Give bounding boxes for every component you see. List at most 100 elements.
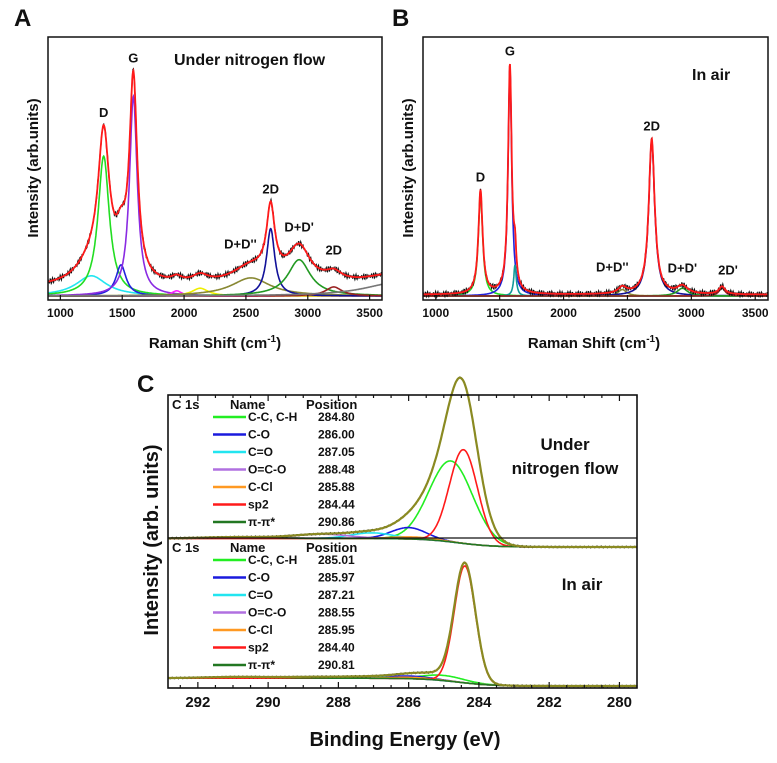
panel-a-chart: Under nitrogen flow Intensity (arb.units… (25, 36, 383, 352)
peak-label: D+D'' (224, 236, 257, 251)
x-tick-label: 1000 (47, 306, 74, 320)
x-tick-label: 282 (537, 694, 562, 711)
xlabel-main: Raman Shift (cm (149, 335, 267, 352)
legend-name: sp2 (248, 641, 269, 655)
x-tick-label: 1000 (422, 306, 449, 320)
legend-position: 290.81 (318, 658, 355, 672)
x-tick-label: 286 (396, 694, 421, 711)
legend-name: C-O (248, 571, 270, 585)
legend-name: sp2 (248, 498, 269, 512)
x-tick-label: 2000 (171, 306, 198, 320)
x-tick-label: 280 (607, 694, 632, 711)
peak-label: 2D (643, 119, 660, 134)
panel-b-title: In air (692, 67, 730, 84)
peak-label: D+D'' (596, 260, 629, 275)
panel-b-xlabel: Raman Shift (cm-1) (528, 334, 660, 352)
xlabel-sup: -1 (267, 334, 276, 345)
peak-label: G (128, 51, 138, 66)
legend-name: C-Cl (248, 480, 273, 494)
xlabel-end: ) (276, 335, 281, 352)
legend-header-name: Name (230, 540, 265, 555)
legend-position: 286.00 (318, 428, 355, 442)
xlabel-main: Raman Shift (cm (528, 335, 646, 352)
component-curve-3 (48, 93, 382, 297)
panel-b-ylabel: Intensity (arb.units) (400, 98, 417, 237)
panel-b-chart: In air Intensity (arb.units) Raman Shift… (400, 36, 769, 352)
panel-a-title: Under nitrogen flow (174, 52, 326, 69)
fit-curve (423, 63, 768, 296)
panel-a-ylabel: Intensity (arb.units) (25, 98, 42, 237)
legend-name: C=O (248, 588, 273, 602)
xlabel-end: ) (655, 335, 660, 352)
legend-name: C=O (248, 445, 273, 459)
x-tick-label: 290 (256, 694, 281, 711)
subplot-title: In air (562, 575, 603, 594)
legend-name: C-C, C-H (248, 553, 297, 567)
subplot-title: Under (540, 435, 590, 454)
component-curve-6 (423, 287, 768, 297)
legend-name: C-C, C-H (248, 410, 297, 424)
plot-frame (47, 36, 383, 301)
legend-name: C-O (248, 428, 270, 442)
peak-label: D+D' (668, 261, 697, 276)
legend-name: π-π* (248, 515, 275, 529)
legend-name: O=C-O (248, 606, 286, 620)
x-tick-label: 292 (185, 694, 210, 711)
panel-c-ylabel: Intensity (arb. units) (141, 444, 163, 635)
legend-position: 284.40 (318, 641, 355, 655)
x-tick-label: 3000 (294, 306, 321, 320)
x-tick-label: 2500 (614, 306, 641, 320)
component-curve-10 (48, 283, 383, 297)
legend-position: 285.01 (318, 553, 355, 567)
legend-header-name: Name (230, 397, 265, 412)
panel-c-chart: Intensity (arb. units) Binding Energy (e… (141, 376, 638, 751)
legend-title: C 1s (172, 540, 199, 555)
legend-position: 284.80 (318, 410, 355, 424)
peak-label: D (476, 170, 485, 185)
plot-frame (167, 394, 638, 689)
panel-letter-b: B (392, 5, 409, 32)
peak-label: 2D (262, 181, 279, 196)
legend-title: C 1s (172, 397, 199, 412)
peak-label: 2D' (718, 262, 738, 277)
legend-position: 285.88 (318, 480, 355, 494)
legend-name: O=C-O (248, 463, 286, 477)
x-tick-label: 284 (466, 694, 492, 711)
panel-c-xlabel: Binding Energy (eV) (309, 729, 500, 751)
legend-position: 290.86 (318, 515, 355, 529)
legend-header-position: Position (306, 540, 357, 555)
x-tick-label: 1500 (486, 306, 513, 320)
component-curve-7 (48, 227, 382, 297)
legend-position: 287.21 (318, 588, 355, 602)
x-tick-label: 3500 (356, 306, 383, 320)
peak-label: D+D' (284, 220, 313, 235)
plot-frame (422, 36, 769, 301)
fit-curve (47, 67, 382, 283)
legend-position: 285.95 (318, 623, 355, 637)
envelope-curve (168, 376, 637, 549)
x-tick-label: 1500 (109, 306, 136, 320)
peak-label: 2D (325, 243, 342, 258)
x-tick-label: 2000 (550, 306, 577, 320)
peak-label: D (99, 105, 108, 120)
subplot-title: nitrogen flow (512, 459, 619, 478)
legend-position: 284.44 (318, 498, 355, 512)
legend-position: 288.48 (318, 463, 355, 477)
x-tick-label: 288 (326, 694, 351, 711)
legend-position: 285.97 (318, 571, 355, 585)
legend-name: C-Cl (248, 623, 273, 637)
x-tick-label: 3500 (742, 306, 769, 320)
legend-header-position: Position (306, 397, 357, 412)
panel-a-xlabel: Raman Shift (cm-1) (149, 334, 281, 352)
x-tick-label: 3000 (678, 306, 705, 320)
envelope-curve (168, 561, 637, 688)
legend-name: π-π* (248, 658, 275, 672)
x-tick-label: 2500 (233, 306, 260, 320)
legend-position: 288.55 (318, 606, 355, 620)
xlabel-sup: -1 (646, 334, 655, 345)
raw-data-curve (422, 65, 769, 299)
legend-position: 287.05 (318, 445, 355, 459)
panel-letter-c: C (137, 371, 154, 398)
panel-letter-a: A (14, 5, 31, 32)
